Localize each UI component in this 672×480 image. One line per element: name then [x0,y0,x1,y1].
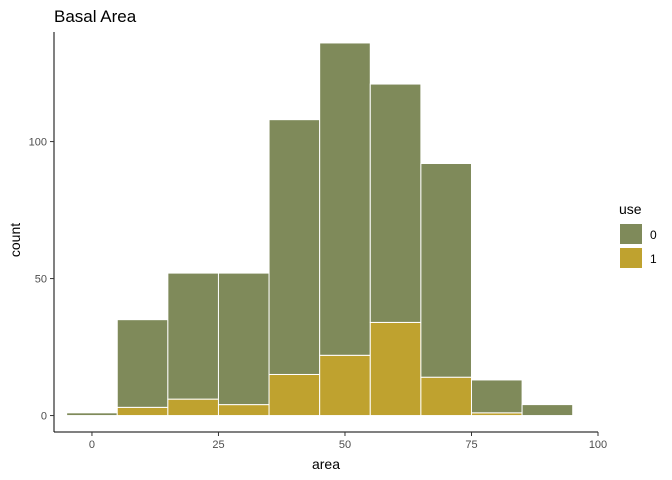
chart-title: Basal Area [54,7,137,26]
x-tick-label: 75 [465,439,477,451]
bar-use-1-bin-2 [167,398,219,417]
bar-use-0-bin-8 [470,379,523,414]
legend-swatch-1 [620,248,642,268]
bar-use-0-bin-5 [319,42,371,356]
y-tick-label: 50 [35,274,47,286]
bar-use-0-bin-7 [420,163,472,378]
bar-use-1-bin-5 [319,354,371,417]
y-tick-label: 100 [29,137,47,149]
bars-layer [66,42,574,417]
bar-use-0-bin-6 [369,83,422,323]
bar-use-0-bin-4 [268,119,321,375]
legend-swatch-0 [620,224,642,244]
legend: use 0 1 [619,201,657,268]
bar-use-0-bin-2 [167,272,219,400]
bar-use-1-bin-1 [116,406,169,417]
bar-use-0-bin-9 [521,404,574,417]
bar-use-1-bin-3 [217,404,270,417]
x-axis-title: area [312,456,340,472]
x-axis-ticks: 0 25 50 75 100 [89,432,607,451]
bar-use-1-bin-6 [369,321,422,417]
x-tick-label: 0 [89,439,95,451]
x-tick-label: 50 [339,439,351,451]
y-tick-label: 0 [41,411,47,423]
legend-label-0: 0 [650,228,657,242]
bar-use-0-bin-3 [217,272,270,406]
x-tick-label: 25 [212,439,224,451]
bar-use-1-bin-4 [268,373,321,417]
y-axis-title: count [7,223,23,257]
x-tick-label: 100 [589,439,607,451]
legend-title: use [619,201,642,217]
legend-label-1: 1 [650,252,657,266]
bar-use-0-bin-1 [116,319,169,408]
bar-use-1-bin-7 [420,376,472,417]
y-axis-ticks: 0 50 100 [29,137,54,423]
bar-use-0-bin-0 [66,412,118,417]
